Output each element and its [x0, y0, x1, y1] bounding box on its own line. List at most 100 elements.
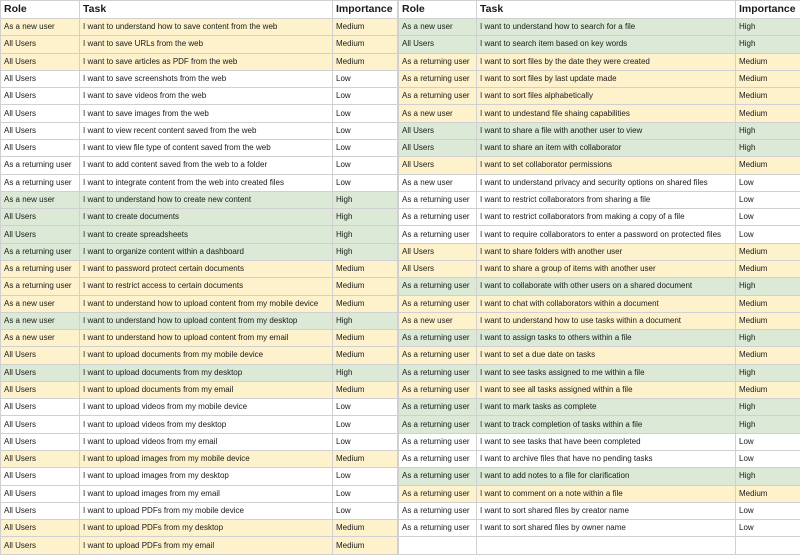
importance-cell[interactable]: High	[735, 363, 800, 382]
task-cell[interactable]: I want to upload images from my email	[79, 484, 333, 503]
task-cell[interactable]: I want to upload videos from my mobile d…	[79, 398, 333, 417]
task-cell[interactable]: I want to understand how to use tasks wi…	[476, 311, 736, 331]
task-cell[interactable]: I want to understand privacy and securit…	[476, 173, 736, 192]
role-cell[interactable]: As a returning user	[398, 398, 477, 417]
task-cell[interactable]: I want to upload videos from my email	[79, 432, 333, 452]
importance-cell[interactable]: Low	[332, 398, 398, 417]
importance-cell[interactable]: Medium	[735, 52, 800, 71]
role-cell[interactable]: All Users	[398, 242, 477, 261]
importance-cell[interactable]: Medium	[332, 329, 398, 348]
task-cell[interactable]: I want to upload documents from my email	[79, 380, 333, 400]
task-cell[interactable]: I want to collaborate with other users o…	[476, 277, 736, 296]
task-cell[interactable]: I want to upload PDFs from my mobile dev…	[79, 501, 333, 521]
importance-cell[interactable]: High	[735, 35, 800, 54]
role-cell[interactable]: As a returning user	[398, 380, 477, 400]
task-cell[interactable]: I want to add notes to a file for clarif…	[476, 467, 736, 486]
importance-cell[interactable]: High	[332, 363, 398, 382]
importance-cell[interactable]: High	[332, 242, 398, 261]
importance-cell[interactable]: High	[735, 415, 800, 434]
role-cell[interactable]: As a new user	[0, 311, 80, 331]
importance-cell[interactable]: Low	[332, 173, 398, 192]
task-cell[interactable]: I want to add content saved from the web…	[79, 156, 333, 175]
role-cell[interactable]: All Users	[398, 138, 477, 158]
role-cell[interactable]: As a returning user	[0, 173, 80, 192]
task-cell[interactable]: I want to understand how to upload conte…	[79, 311, 333, 331]
importance-cell[interactable]: Low	[332, 467, 398, 486]
task-cell[interactable]: I want to save images from the web	[79, 104, 333, 123]
role-cell[interactable]: All Users	[0, 87, 80, 106]
role-cell[interactable]: All Users	[0, 380, 80, 400]
importance-cell[interactable]: Low	[735, 450, 800, 469]
task-cell[interactable]: I want to restrict access to certain doc…	[79, 277, 333, 296]
role-cell[interactable]: As a returning user	[398, 294, 477, 313]
role-cell[interactable]: All Users	[0, 484, 80, 503]
role-cell[interactable]: All Users	[0, 536, 80, 555]
task-cell[interactable]: I want to chat with collaborators within…	[476, 294, 736, 313]
importance-cell[interactable]: Medium	[735, 311, 800, 331]
importance-cell[interactable]: High	[735, 329, 800, 348]
role-cell[interactable]: All Users	[0, 208, 80, 227]
role-cell[interactable]: As a returning user	[398, 484, 477, 503]
task-cell[interactable]: I want to sort shared files by owner nam…	[476, 519, 736, 538]
importance-cell[interactable]: Low	[332, 121, 398, 140]
importance-cell[interactable]: High	[735, 277, 800, 296]
importance-cell[interactable]: Medium	[332, 17, 398, 37]
task-cell[interactable]: I want to see tasks assigned to me withi…	[476, 363, 736, 382]
role-cell[interactable]: All Users	[0, 52, 80, 71]
task-cell[interactable]: I want to upload documents from my mobil…	[79, 346, 333, 365]
task-cell[interactable]: I want to undestand file shaing capabili…	[476, 104, 736, 123]
importance-cell[interactable]: Medium	[332, 35, 398, 54]
task-cell[interactable]: I want to mark tasks as complete	[476, 398, 736, 417]
importance-cell[interactable]: High	[735, 398, 800, 417]
task-cell[interactable]: I want to save screenshots from the web	[79, 69, 333, 89]
header-role[interactable]: Role	[0, 0, 80, 19]
task-cell[interactable]: I want to view file type of content save…	[79, 138, 333, 158]
importance-cell[interactable]: High	[332, 311, 398, 331]
role-cell[interactable]: As a new user	[0, 17, 80, 37]
importance-cell[interactable]: Low	[332, 432, 398, 452]
importance-cell[interactable]: Low	[735, 190, 800, 210]
task-cell[interactable]: I want to password protect certain docum…	[79, 259, 333, 279]
role-cell[interactable]: All Users	[0, 69, 80, 89]
importance-cell[interactable]: Medium	[332, 52, 398, 71]
role-cell[interactable]: All Users	[0, 104, 80, 123]
role-cell[interactable]: All Users	[398, 121, 477, 140]
task-cell[interactable]: I want to save articles as PDF from the …	[79, 52, 333, 71]
task-cell[interactable]: I want to share folders with another use…	[476, 242, 736, 261]
task-cell[interactable]: I want to sort files alphabetically	[476, 87, 736, 106]
task-cell[interactable]: I want to understand how to save content…	[79, 17, 333, 37]
role-cell[interactable]: As a returning user	[0, 242, 80, 261]
role-cell[interactable]: As a returning user	[398, 432, 477, 452]
importance-cell[interactable]: Medium	[735, 346, 800, 365]
role-cell[interactable]: As a returning user	[398, 329, 477, 348]
role-cell[interactable]: As a new user	[398, 104, 477, 123]
task-cell[interactable]: I want to see tasks that have been compl…	[476, 432, 736, 452]
role-cell[interactable]: As a returning user	[0, 277, 80, 296]
importance-cell[interactable]: Low	[735, 501, 800, 521]
role-cell[interactable]: As a returning user	[398, 69, 477, 89]
role-cell[interactable]: All Users	[0, 138, 80, 158]
importance-cell[interactable]: Medium	[735, 242, 800, 261]
task-cell[interactable]: I want to sort files by last update made	[476, 69, 736, 89]
importance-cell[interactable]: Low	[735, 208, 800, 227]
importance-cell[interactable]: High	[735, 138, 800, 158]
role-cell[interactable]: As a returning user	[398, 208, 477, 227]
importance-cell[interactable]: Medium	[735, 484, 800, 503]
importance-cell[interactable]: Low	[735, 225, 800, 244]
task-cell[interactable]: I want to organize content within a dash…	[79, 242, 333, 261]
task-cell[interactable]: I want to upload PDFs from my desktop	[79, 519, 333, 538]
role-cell[interactable]: As a returning user	[398, 346, 477, 365]
importance-cell[interactable]: High	[735, 121, 800, 140]
importance-cell[interactable]: Low	[332, 104, 398, 123]
role-cell[interactable]: All Users	[0, 432, 80, 452]
importance-cell[interactable]: Low	[735, 432, 800, 452]
role-cell[interactable]: As a returning user	[398, 225, 477, 244]
importance-cell[interactable]: Low	[332, 87, 398, 106]
role-cell[interactable]: As a returning user	[0, 259, 80, 279]
importance-cell[interactable]: Medium	[735, 87, 800, 106]
importance-cell[interactable]: High	[332, 225, 398, 244]
importance-cell[interactable]: High	[332, 208, 398, 227]
task-cell[interactable]: I want to share a file with another user…	[476, 121, 736, 140]
importance-cell[interactable]: Low	[735, 173, 800, 192]
task-cell[interactable]: I want to set collaborator permissions	[476, 156, 736, 175]
